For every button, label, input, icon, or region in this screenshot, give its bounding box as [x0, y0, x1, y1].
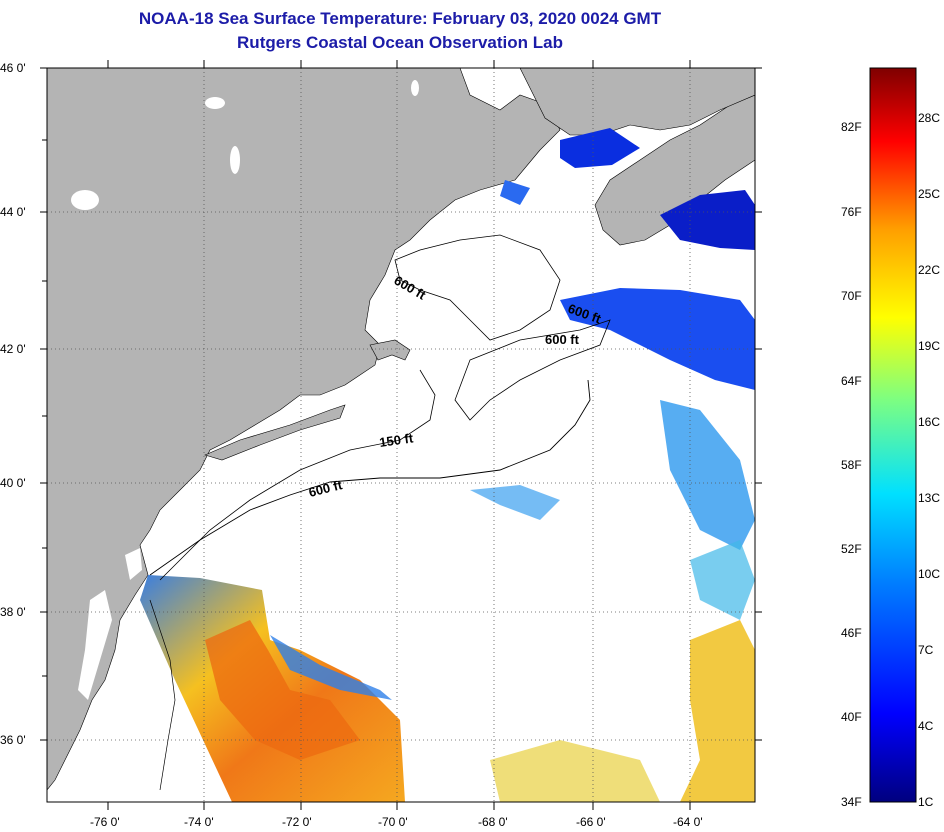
cape-cod [369, 339, 411, 361]
colorbar-f-label: 64F [841, 374, 862, 388]
colorbar-c-label: 16C [918, 415, 940, 429]
lake [205, 97, 225, 109]
cold-water-patch [660, 190, 755, 250]
cold-water-patch [560, 128, 640, 168]
colorbar-f-label: 70F [841, 289, 862, 303]
depth-contour-600ft [149, 379, 591, 576]
colorbar-f-label: 76F [841, 205, 862, 219]
colorbar-f-label: 52F [841, 542, 862, 556]
lon-label: -68 0' [478, 815, 508, 829]
lake [230, 146, 240, 174]
lat-label: 46 0' [0, 61, 26, 75]
colorbar-f-label: 40F [841, 710, 862, 724]
colorbar-f-label: 34F [841, 795, 862, 809]
lake [71, 190, 99, 210]
us-land [47, 68, 561, 791]
depth-label: 600 ft [545, 332, 580, 347]
lon-label: -76 0' [90, 815, 120, 829]
map-subtitle: Rutgers Coastal Ocean Observation Lab [237, 33, 563, 52]
colorbar-c-label: 28C [918, 111, 940, 125]
colorbar-f-label: 46F [841, 626, 862, 640]
colorbar [869, 67, 917, 803]
colorbar-c-label: 25C [918, 187, 940, 201]
lon-label: -66 0' [576, 815, 606, 829]
depth-contour-150ft [159, 369, 436, 581]
colorbar-c-label: 19C [918, 339, 940, 353]
colorbar-c-label: 1C [918, 795, 934, 809]
cool-water-patch [270, 635, 392, 700]
cool-water-patch [660, 400, 755, 550]
depth-contour-shelf [149, 599, 176, 791]
delaware-bay [125, 548, 142, 580]
lat-label: 44 0' [0, 205, 26, 219]
lon-label: -70 0' [378, 815, 408, 829]
nova-scotia [594, 94, 755, 246]
colorbar-c-label: 10C [918, 567, 940, 581]
cold-water-patch [560, 288, 755, 390]
warm-scatter-patch [680, 620, 755, 802]
depth-contour-georges [454, 319, 611, 421]
lon-label: -64 0' [673, 815, 703, 829]
depth-contour-gulf-of-maine [394, 234, 561, 341]
lat-label: 38 0' [0, 605, 26, 619]
long-island [204, 404, 346, 461]
cool-water-patch [470, 485, 560, 520]
warm-scatter-patch [490, 740, 660, 802]
canada-land [519, 68, 755, 136]
cold-water-patch [500, 180, 530, 205]
map-frame [46, 67, 756, 803]
map-title: NOAA-18 Sea Surface Temperature: Februar… [138, 9, 662, 28]
lat-label: 42 0' [0, 342, 26, 356]
colorbar-c-label: 4C [918, 719, 934, 733]
colorbar-c-label: 13C [918, 491, 940, 505]
cool-scatter-patch [690, 540, 755, 620]
lat-label: 36 0' [0, 733, 26, 747]
colorbar-f-label: 58F [841, 458, 862, 472]
lon-label: -72 0' [282, 815, 312, 829]
colorbar-f-label: 82F [841, 120, 862, 134]
colorbar-c-label: 7C [918, 643, 934, 657]
chesapeake-bay [78, 590, 112, 700]
frame-ticks [40, 60, 762, 810]
lake [411, 80, 419, 96]
gulf-stream-warm-core [205, 620, 360, 760]
lon-label: -74 0' [184, 815, 214, 829]
lat-label: 40 0' [0, 476, 26, 490]
colorbar-c-label: 22C [918, 263, 940, 277]
depth-label: 150 ft [378, 430, 414, 450]
